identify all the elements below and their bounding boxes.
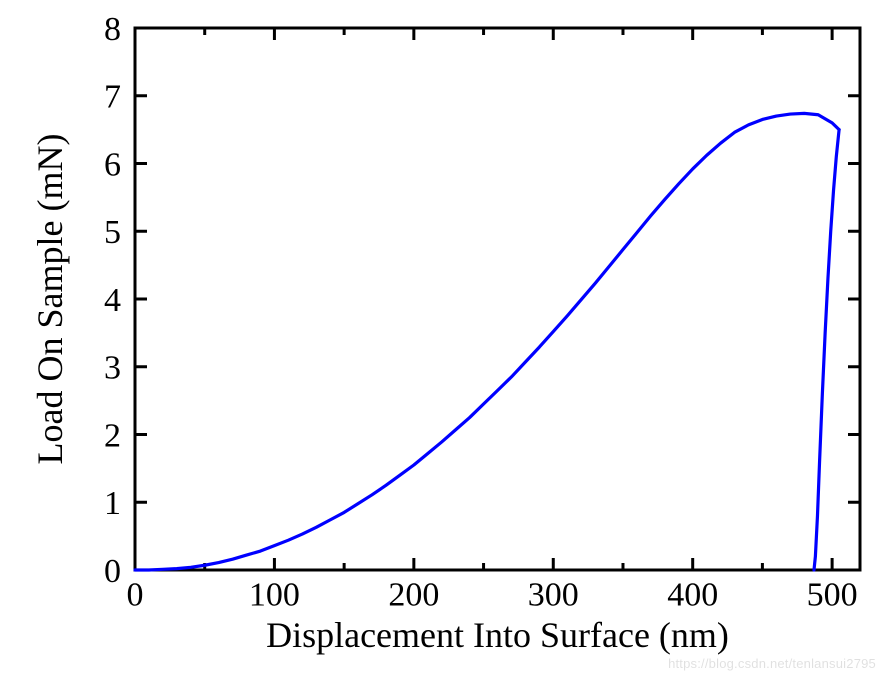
y-axis-label: Load On Sample (mN)	[30, 134, 70, 465]
y-tick-label: 8	[104, 11, 121, 48]
y-tick-label: 1	[104, 485, 121, 522]
x-tick-label: 0	[127, 577, 144, 614]
x-tick-label: 200	[388, 577, 439, 614]
y-tick-label: 6	[104, 146, 121, 183]
watermark-text: https://blog.csdn.net/tenlansui2795	[668, 656, 876, 671]
x-tick-label: 500	[807, 577, 858, 614]
x-tick-label: 300	[528, 577, 579, 614]
y-tick-label: 2	[104, 417, 121, 454]
x-tick-label: 400	[667, 577, 718, 614]
y-tick-label: 7	[104, 79, 121, 116]
y-tick-label: 3	[104, 350, 121, 387]
y-tick-label: 5	[104, 214, 121, 251]
y-tick-label: 0	[104, 553, 121, 590]
load-displacement-chart: 0 100 200 300 400 500 0 1 2 3 4 5 6 7 8 Displacement In…	[0, 0, 886, 679]
chart-container: 0 100 200 300 400 500 0 1 2 3 4 5 6 7 8 Displacement In…	[0, 0, 886, 679]
x-tick-label: 100	[249, 577, 300, 614]
x-axis-label: Displacement Into Surface (nm)	[266, 615, 729, 655]
y-tick-label: 4	[104, 282, 121, 319]
